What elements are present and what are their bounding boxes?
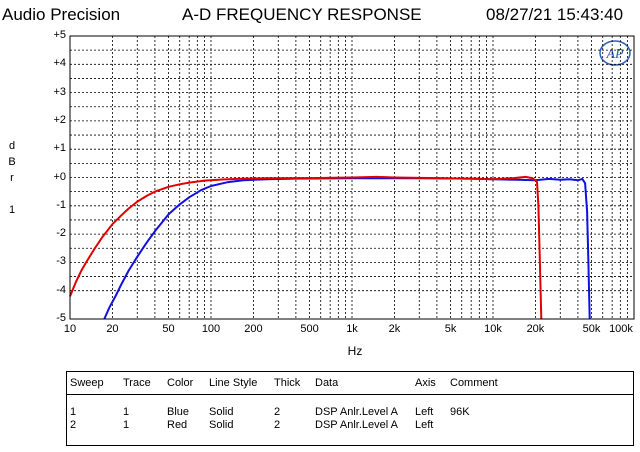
y-tick-label: +0 [53,170,66,183]
legend-header-cell: Axis [415,377,436,389]
legend-cell: DSP Anlr.Level A [315,419,398,431]
legend-cell: 2 [274,406,281,418]
x-tick-label: 20 [106,323,119,335]
legend-cell: 96K [450,406,470,418]
legend-cell: Solid [209,406,234,418]
y-tick-label: -2 [56,227,66,240]
y-tick-label: +1 [53,142,66,155]
y-axis-label-char: 1 [8,204,16,216]
x-tick-label: 100k [609,323,633,335]
y-tick-label: -3 [56,255,66,268]
plot-frame [69,35,635,320]
legend-header-cell: Thick [274,377,301,389]
y-tick-label: -1 [56,198,66,211]
legend-cell: DSP Anlr.Level A [315,406,398,418]
legend-cell: 1 [123,406,130,418]
x-tick-label: 20k [526,323,545,335]
timestamp: 08/27/21 15:43:40 [486,5,624,24]
legend-header-cell: Comment [450,377,498,389]
x-axis-label: Hz [347,344,363,358]
traces [69,175,591,320]
legend-cell: 2 [274,419,281,431]
x-tick-label: 50k [582,323,601,335]
y-tick-label: -5 [56,312,66,324]
y-tick-label: -4 [56,283,66,296]
x-tick-label: 10k [484,323,502,335]
y-tick-label: +4 [53,57,66,70]
y-axis-label-char: B [8,156,16,168]
ap-logo-text: AP [605,47,624,62]
legend-cell: 2 [70,419,77,431]
y-tick-label: +5 [53,29,66,41]
y-tick-label: +3 [53,85,66,98]
legend-cell: Solid [209,419,234,431]
y-tick-label: +2 [53,113,66,126]
legend-header-cell: Line Style [209,377,258,389]
legend-header-row: Sweep Trace Color Line Style Thick Data Axis Co… [67,372,633,395]
series-line-2 [69,175,543,320]
x-tick-label: 500 [300,323,319,335]
legend-header-cell: Trace [123,377,151,389]
y-axis-label-char: d [8,140,16,152]
sweep-legend-table: Sweep Trace Color Line Style Thick Data Axis Co… [66,371,634,446]
legend-cell: Left [415,406,434,418]
legend-cell: Red [167,419,188,431]
legend-cell: Left [415,419,434,431]
x-tick-label: 2k [388,323,401,335]
legend-header-cell: Color [167,377,194,389]
x-tick-label: 10 [63,323,77,335]
frequency-response-plot [69,35,635,320]
brand-label: Audio Precision [2,5,121,24]
legend-cell: 1 [123,419,130,431]
legend-cell: 1 [70,406,77,418]
x-tick-label: 1k [346,323,358,335]
ap-logo-icon: AP [599,40,631,66]
legend-cell: Blue [167,406,190,418]
chart-title: A-D FREQUENCY RESPONSE [182,5,422,24]
x-tick-label: 50 [162,323,175,335]
legend-header-cell: Sweep [70,377,104,389]
x-tick-label: 5k [444,323,457,335]
x-tick-label: 200 [244,323,263,335]
legend-header-cell: Data [315,377,339,389]
y-axis-label-char: r [10,172,14,184]
x-tick-label: 100 [201,323,221,335]
